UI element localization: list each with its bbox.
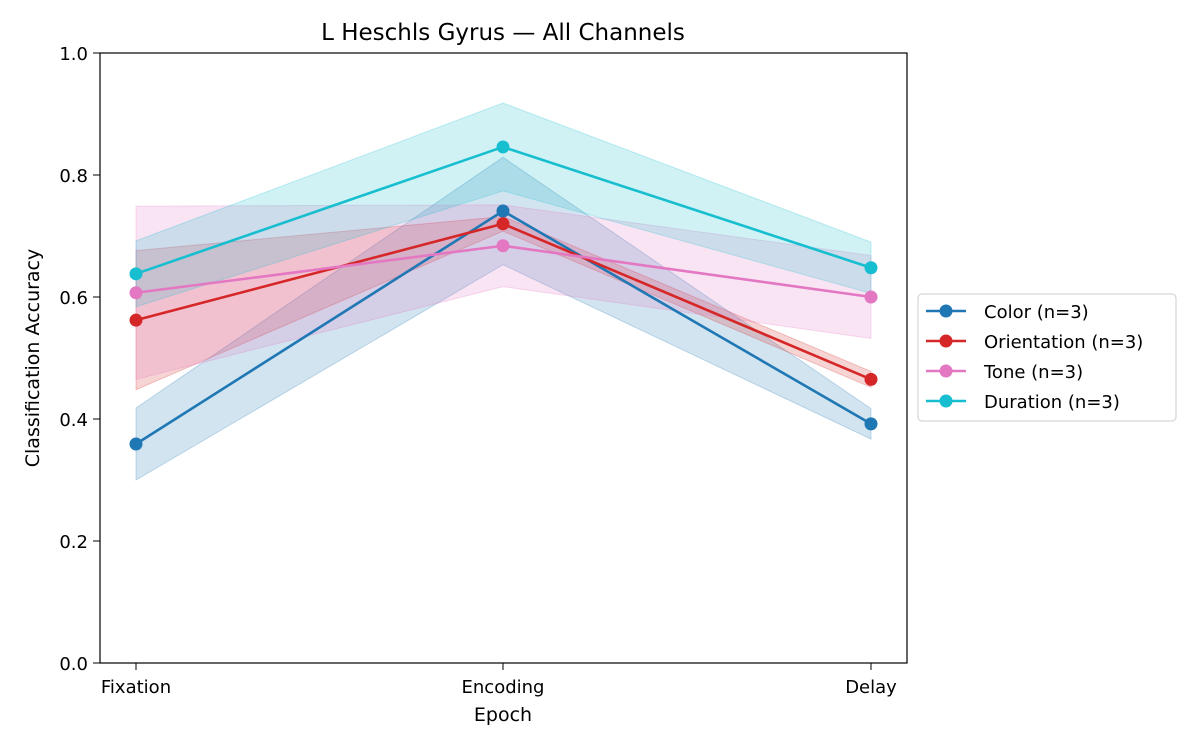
x-tick-label: Delay xyxy=(845,677,897,698)
legend-label: Color (n=3) xyxy=(984,302,1089,323)
data-point xyxy=(864,417,878,431)
data-point xyxy=(129,313,143,327)
y-tick-label: 0.8 xyxy=(59,166,88,187)
series-points xyxy=(129,140,878,451)
y-tick-label: 0.6 xyxy=(59,288,88,309)
legend-swatch-marker xyxy=(939,334,953,348)
y-tick-label: 0.0 xyxy=(59,654,88,675)
data-point xyxy=(129,437,143,451)
y-tick-label: 1.0 xyxy=(59,44,88,65)
legend: Color (n=3) Orientation (n=3) Tone (n=3) Du… xyxy=(917,293,1177,422)
legend-label: Orientation (n=3) xyxy=(984,332,1143,353)
data-point xyxy=(496,140,510,154)
y-tick-label: 0.2 xyxy=(59,532,88,553)
data-point xyxy=(864,372,878,386)
legend-swatch-marker xyxy=(939,304,953,318)
legend-box xyxy=(917,293,1177,422)
legend-label: Tone (n=3) xyxy=(983,362,1083,383)
data-point xyxy=(496,204,510,218)
data-point xyxy=(129,286,143,300)
y-tick-label: 0.4 xyxy=(59,410,88,431)
chart-title: L Heschls Gyrus — All Channels xyxy=(321,20,685,46)
data-point xyxy=(864,290,878,304)
data-point xyxy=(496,239,510,253)
legend-label: Duration (n=3) xyxy=(984,392,1120,413)
x-tick-label: Fixation xyxy=(101,677,171,698)
y-axis-ticks: 0.0 0.2 0.4 0.6 0.8 1.0 xyxy=(59,44,100,675)
x-tick-label: Encoding xyxy=(462,677,545,698)
data-point xyxy=(864,261,878,275)
x-axis-label: Epoch xyxy=(474,704,532,726)
legend-swatch-marker xyxy=(939,364,953,378)
legend-swatch-marker xyxy=(939,394,953,408)
y-axis-label: Classification Accuracy xyxy=(22,249,44,468)
data-point xyxy=(496,217,510,231)
x-axis-ticks: Fixation Encoding Delay xyxy=(101,663,897,698)
data-point xyxy=(129,267,143,281)
